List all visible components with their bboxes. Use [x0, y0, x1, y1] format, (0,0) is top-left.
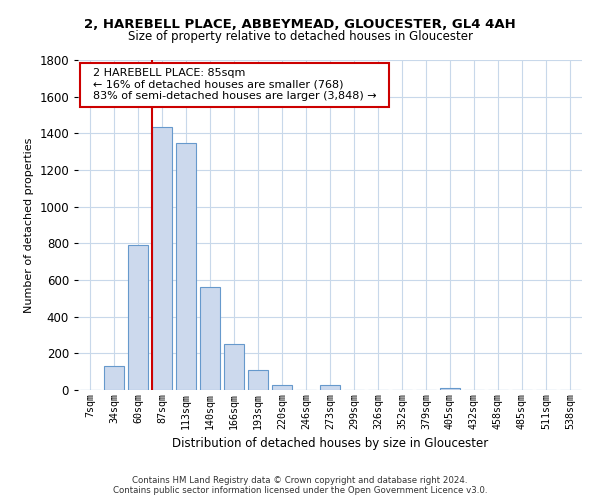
Bar: [152, 127, 172, 390]
Bar: [248, 370, 268, 390]
Text: Size of property relative to detached houses in Gloucester: Size of property relative to detached ho…: [128, 30, 473, 43]
Bar: [224, 344, 244, 390]
Text: Contains HM Land Registry data © Crown copyright and database right 2024.: Contains HM Land Registry data © Crown c…: [132, 476, 468, 485]
Text: 2, HAREBELL PLACE, ABBEYMEAD, GLOUCESTER, GL4 4AH: 2, HAREBELL PLACE, ABBEYMEAD, GLOUCESTER…: [84, 18, 516, 30]
Y-axis label: Number of detached properties: Number of detached properties: [23, 138, 34, 312]
Bar: [272, 384, 292, 390]
X-axis label: Distribution of detached houses by size in Gloucester: Distribution of detached houses by size …: [172, 437, 488, 450]
Text: 2 HAREBELL PLACE: 85sqm
  ← 16% of detached houses are smaller (768)
  83% of se: 2 HAREBELL PLACE: 85sqm ← 16% of detache…: [86, 68, 383, 102]
Bar: [176, 142, 196, 390]
Bar: [440, 388, 460, 390]
Bar: [320, 386, 340, 390]
Bar: [200, 288, 220, 390]
Bar: [128, 245, 148, 390]
Text: Contains public sector information licensed under the Open Government Licence v3: Contains public sector information licen…: [113, 486, 487, 495]
Bar: [104, 366, 124, 390]
